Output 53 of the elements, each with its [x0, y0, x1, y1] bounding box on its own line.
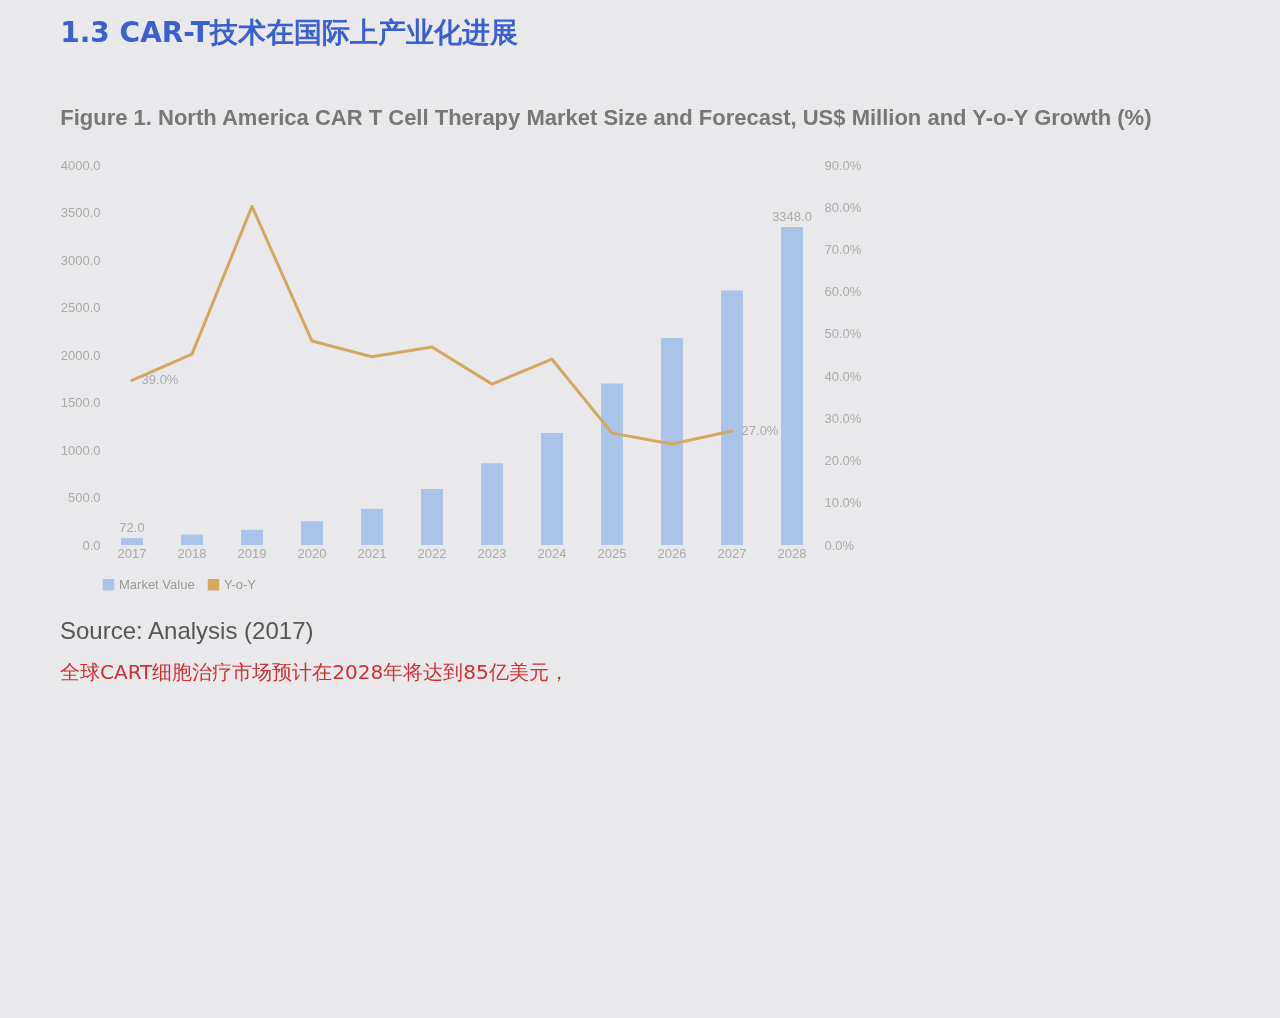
- y-tick-label: 3500.0: [60, 205, 101, 220]
- x-tick-label: 2021: [357, 545, 387, 561]
- y2-tick-label: 50.0%: [824, 326, 862, 342]
- source-note: Source: Analysis (2017): [60, 617, 315, 645]
- bar: [361, 508, 383, 545]
- y-tick-label: 4000.0: [60, 157, 101, 173]
- bar: [541, 432, 563, 545]
- chart-subtitle: Figure 1. North America CAR T Cell Therapy Market Size and Forecast, US$ Million and Y-o-Y Growth (%): [60, 105, 1152, 130]
- bar: [661, 337, 683, 545]
- bar: [601, 383, 623, 545]
- y2-tick-label: 90.0%: [824, 157, 862, 173]
- bar: [721, 290, 743, 545]
- y-tick-label: 1000.0: [60, 442, 101, 458]
- y2-tick-label: 80.0%: [824, 199, 862, 215]
- x-tick-label: 2028: [777, 545, 807, 561]
- x-tick-label: 2027: [717, 545, 747, 561]
- y-tick-label: 3000.0: [60, 252, 101, 268]
- text: 全球CART细胞治疗市场预计在2028年将达到85亿美元，: [60, 659, 570, 686]
- bar: [481, 463, 503, 545]
- bar: [121, 538, 143, 545]
- x-tick-label: 2017: [117, 545, 147, 561]
- y2-tick-label: 60.0%: [824, 284, 862, 300]
- y2-tick-label: 40.0%: [824, 368, 862, 384]
- line-series: [130, 204, 734, 446]
- y2-tick-label: 70.0%: [824, 241, 862, 257]
- bar: [781, 226, 803, 545]
- bar: [301, 521, 323, 545]
- legend-label: Y-o-Y: [224, 576, 257, 592]
- x-tick-label: 2020: [297, 545, 327, 561]
- bar: [421, 488, 443, 545]
- x-tick-label: 2024: [537, 545, 567, 561]
- y-tick-label: 500.0: [67, 490, 101, 505]
- x-tick-label: 2018: [177, 545, 207, 561]
- y2-tick-label: 30.0%: [824, 410, 862, 426]
- data-label: 72.0: [119, 520, 145, 536]
- y-tick-label: 0.0: [82, 537, 101, 553]
- bar: [241, 529, 263, 545]
- x-tick-label: 2019: [237, 545, 267, 561]
- x-tick-label: 2025: [597, 545, 627, 561]
- y2-tick-label: 0.0%: [824, 537, 855, 553]
- y-tick-label: 2500.0: [60, 300, 101, 315]
- legend-label: Market Value: [119, 576, 195, 592]
- y2-tick-label: 20.0%: [824, 453, 862, 469]
- y-tick-label: 2000.0: [60, 347, 101, 363]
- y2-tick-label: 10.0%: [824, 495, 862, 511]
- bar: [181, 534, 203, 545]
- x-tick-label: 2023: [477, 545, 507, 561]
- y-tick-label: 1500.0: [60, 395, 101, 410]
- chart-title: 1.3 CAR-T技术在国际上产业化进展: [60, 16, 518, 49]
- data-label: 3348.0: [772, 208, 812, 224]
- data-label: 39.0%: [141, 372, 179, 388]
- x-tick-label: 2022: [417, 545, 447, 561]
- x-tick-label: 2026: [657, 545, 687, 561]
